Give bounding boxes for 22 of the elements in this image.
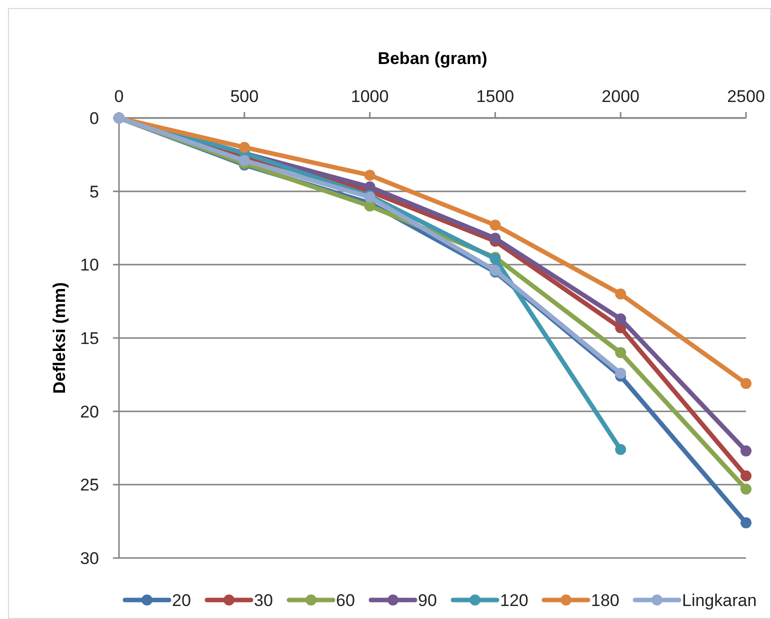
x-tick-label: 2500 (727, 87, 765, 106)
y-axis-title: Defleksi (mm) (50, 282, 69, 394)
y-tick-label: 5 (90, 182, 99, 202)
y-tick-label: 0 (90, 109, 99, 128)
legend-label: 90 (418, 591, 437, 610)
legend-label: 20 (172, 591, 191, 610)
legend-label: 60 (336, 591, 355, 610)
x-axis-title: Beban (gram) (378, 49, 488, 68)
legend-label: 120 (500, 591, 528, 610)
y-tick-label: 15 (80, 329, 99, 348)
legend-label: Lingkaran (682, 591, 757, 610)
legend-label: 180 (591, 591, 620, 610)
x-tick-label: 1500 (476, 87, 514, 106)
y-tick-label: 30 (80, 549, 99, 568)
x-tick-label: 2000 (602, 87, 640, 106)
legend-label: 30 (254, 591, 273, 610)
y-tick-label: 20 (80, 402, 99, 422)
y-tick-label: 25 (80, 476, 99, 495)
y-tick-label: 10 (80, 256, 99, 275)
x-tick-label: 500 (230, 87, 259, 106)
x-tick-label: 1000 (350, 87, 389, 106)
x-tick-label: 0 (114, 87, 124, 106)
